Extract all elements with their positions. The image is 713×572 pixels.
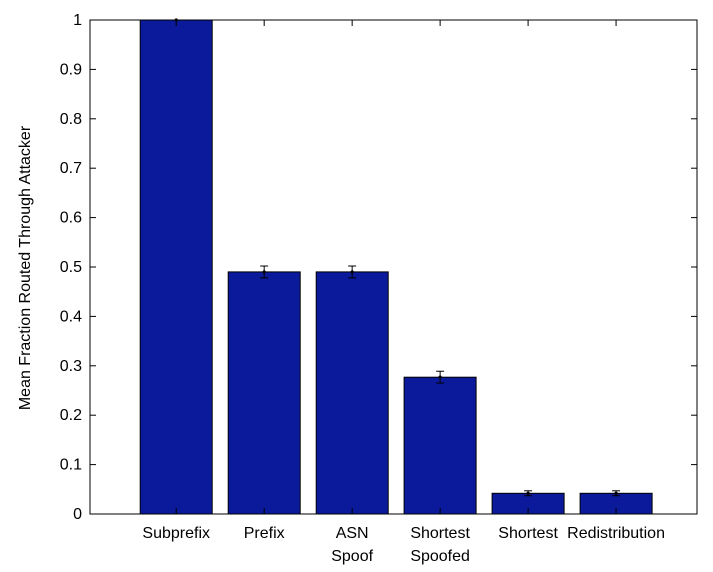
y-tick-5: 0.5 <box>60 259 697 276</box>
x-tick-1: Prefix <box>244 20 285 542</box>
y-tick-label: 0.2 <box>60 407 82 424</box>
y-tick-1: 0.1 <box>60 457 697 474</box>
bar-0 <box>139 19 213 515</box>
y-tick-9: 0.9 <box>60 61 697 78</box>
bar-1 <box>227 271 301 515</box>
y-tick-label: 0.8 <box>60 111 82 128</box>
error-bar-point <box>438 375 442 379</box>
y-tick-label: 0.9 <box>60 61 82 78</box>
x-tick-label: Subprefix <box>142 525 210 542</box>
x-tick-2: ASN Spoof <box>331 20 374 565</box>
x-tick-label: Shortest <box>410 525 470 542</box>
error-bar-point <box>614 491 618 495</box>
y-tick-label: 0.5 <box>60 259 82 276</box>
x-tick-label: Shortest <box>498 525 558 542</box>
x-tick-label: Redistribution <box>567 525 665 542</box>
y-tick-label: 1 <box>73 12 82 29</box>
y-tick-label: 0 <box>73 506 82 523</box>
bar-3 <box>403 376 477 515</box>
y-tick-3: 0.3 <box>60 358 697 375</box>
error-bar-3 <box>436 370 445 384</box>
y-tick-10: 1 <box>73 12 697 29</box>
y-axis-label: Mean Fraction Routed Through Attacker <box>17 125 34 410</box>
x-tick-4: Shortest <box>498 20 558 542</box>
x-tick-label: Spoof <box>331 548 373 565</box>
y-tick-label: 0.1 <box>60 457 82 474</box>
error-bar-5 <box>612 490 621 497</box>
bars-group <box>139 19 653 515</box>
y-tick-label: 0.3 <box>60 358 82 375</box>
bar-2 <box>315 271 389 515</box>
y-tick-2: 0.2 <box>60 407 697 424</box>
y-ticks-group: 0 0.1 0.2 0.3 0.4 0.5 0.6 0.7 0.8 0.9 1 <box>60 12 697 523</box>
y-tick-label: 0.6 <box>60 210 82 227</box>
y-tick-8: 0.8 <box>60 111 697 128</box>
error-bar-1 <box>260 265 269 279</box>
x-tick-5: Redistribution <box>567 20 665 542</box>
y-tick-6: 0.6 <box>60 210 697 227</box>
error-bars-group <box>172 18 621 497</box>
x-tick-label: Prefix <box>244 525 285 542</box>
y-tick-4: 0.4 <box>60 308 697 325</box>
x-tick-0: Subprefix <box>142 20 210 542</box>
error-bar-4 <box>524 490 533 497</box>
error-bar-point <box>526 491 530 495</box>
y-tick-label: 0.4 <box>60 308 82 325</box>
x-tick-3: Shortest Spoofed <box>410 20 470 565</box>
error-bar-point <box>350 270 354 274</box>
x-tick-label: ASN <box>336 525 369 542</box>
y-tick-0: 0 <box>73 506 697 523</box>
x-tick-label: Spoofed <box>410 548 470 565</box>
error-bar-2 <box>348 265 357 279</box>
error-bar-point <box>262 270 266 274</box>
y-tick-label: 0.7 <box>60 160 82 177</box>
y-tick-7: 0.7 <box>60 160 697 177</box>
x-ticks-group: Subprefix Prefix ASNSpoofShortestSpoofedSh… <box>142 20 665 565</box>
